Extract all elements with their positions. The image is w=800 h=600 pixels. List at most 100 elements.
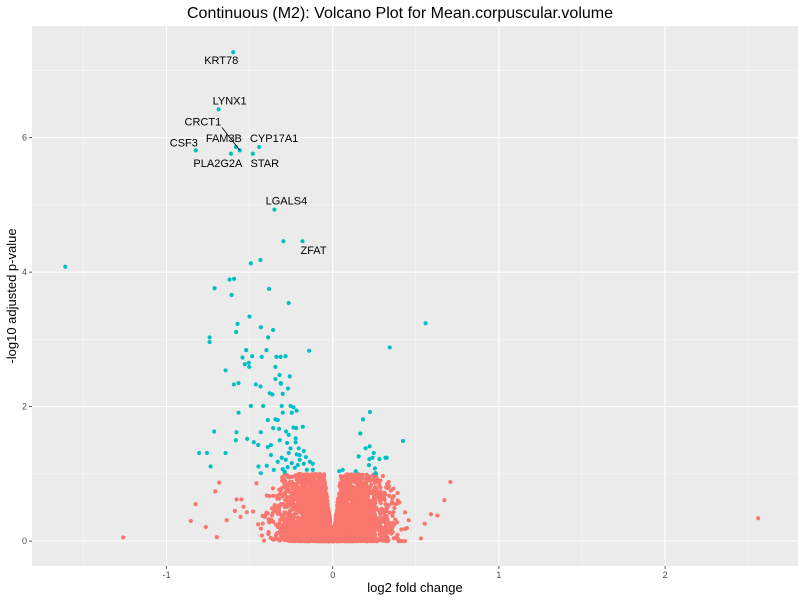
not-significant-point [292, 482, 297, 487]
not-significant-point [399, 527, 404, 532]
not-significant-point [238, 514, 243, 520]
significant-point [283, 457, 288, 462]
not-significant-point [277, 525, 282, 530]
not-significant-point [314, 524, 319, 530]
not-significant-point [310, 524, 316, 529]
not-significant-point [348, 484, 353, 489]
gene-labels: KRT78 LYNX1 CRCT1 FAM3B CYP17A1 CSF3 PLA2G2A ST… [170, 55, 327, 257]
not-significant-point [332, 523, 337, 528]
not-significant-point [340, 528, 345, 533]
significant-point [286, 432, 291, 437]
significant-point [372, 466, 378, 471]
not-significant-point [390, 524, 396, 529]
not-significant-point [342, 517, 347, 523]
not-significant-point [316, 489, 321, 494]
not-significant-point [358, 491, 363, 497]
significant-point [304, 467, 309, 472]
not-significant-point [277, 520, 282, 526]
significant-point [245, 436, 250, 442]
not-significant-point [321, 483, 326, 488]
not-significant-point [282, 518, 287, 523]
not-significant-point [350, 524, 355, 529]
not-significant-point [284, 528, 289, 533]
not-significant-point [302, 492, 307, 497]
not-significant-point [299, 518, 304, 523]
significant-point [270, 327, 276, 333]
significant-point [271, 467, 276, 472]
not-significant-point [311, 513, 317, 518]
not-significant-point [360, 472, 365, 477]
not-significant-point [277, 487, 282, 492]
gene-label: CYP17A1 [250, 133, 298, 145]
not-significant-point [402, 538, 408, 544]
not-significant-point [277, 503, 282, 509]
not-significant-point [258, 526, 264, 531]
significant-point [284, 440, 290, 446]
not-significant-point [361, 476, 366, 481]
not-significant-point [281, 502, 286, 507]
significant-point [272, 207, 277, 212]
significant-point [264, 348, 269, 353]
not-significant-point [385, 505, 390, 510]
not-significant-point [232, 508, 237, 513]
not-significant-point [216, 480, 222, 485]
not-significant-point [269, 506, 275, 511]
not-significant-point [290, 486, 295, 491]
not-significant-point [374, 486, 379, 491]
not-significant-point [352, 520, 358, 526]
significant-point [250, 354, 255, 359]
not-significant-point [378, 485, 383, 490]
not-significant-point [348, 508, 353, 514]
significant-point [233, 438, 238, 443]
significant-point [253, 382, 258, 387]
significant-point [258, 325, 263, 330]
not-significant-point [391, 510, 396, 515]
significant-point [240, 355, 245, 360]
not-significant-point [350, 487, 355, 493]
significant-point [228, 151, 233, 156]
significant-point [340, 467, 345, 472]
not-significant-point [358, 518, 363, 523]
not-significant-point [352, 506, 357, 511]
significant-point [270, 392, 275, 397]
not-significant-point [254, 481, 259, 486]
not-significant-point [337, 484, 342, 489]
not-significant-point [357, 524, 362, 530]
not-significant-point [301, 486, 306, 491]
not-significant-point [314, 519, 319, 524]
x-axis-label: log2 fold change [367, 580, 462, 595]
not-significant-point [366, 507, 371, 512]
not-significant-point [310, 506, 315, 511]
significant-point [310, 461, 315, 466]
significant-point [423, 321, 428, 326]
not-significant-point [346, 513, 351, 519]
not-significant-point [320, 514, 326, 519]
gene-label: STAR [251, 158, 280, 170]
not-significant-point [344, 492, 349, 497]
significant-point [301, 461, 306, 466]
x-tick-label: 1 [496, 570, 501, 580]
not-significant-point [365, 497, 371, 503]
significant-point [301, 448, 306, 454]
not-significant-point [335, 523, 341, 528]
not-significant-point [286, 531, 291, 536]
not-significant-point [310, 517, 315, 522]
not-significant-point [364, 510, 369, 515]
not-significant-point [371, 528, 376, 533]
significant-point [256, 464, 261, 469]
not-significant-point [285, 516, 290, 522]
not-significant-point [304, 485, 309, 491]
not-significant-point [295, 531, 300, 536]
not-significant-point [279, 513, 284, 518]
significant-point [227, 277, 232, 282]
not-significant-point [356, 503, 361, 508]
significant-point [236, 380, 241, 386]
not-significant-point [355, 479, 361, 484]
not-significant-point [316, 513, 321, 518]
not-significant-point [318, 477, 323, 482]
not-significant-point [391, 536, 396, 541]
significant-point [370, 455, 375, 460]
not-significant-point [422, 521, 427, 526]
significant-point [283, 354, 288, 359]
significant-point [285, 386, 291, 391]
